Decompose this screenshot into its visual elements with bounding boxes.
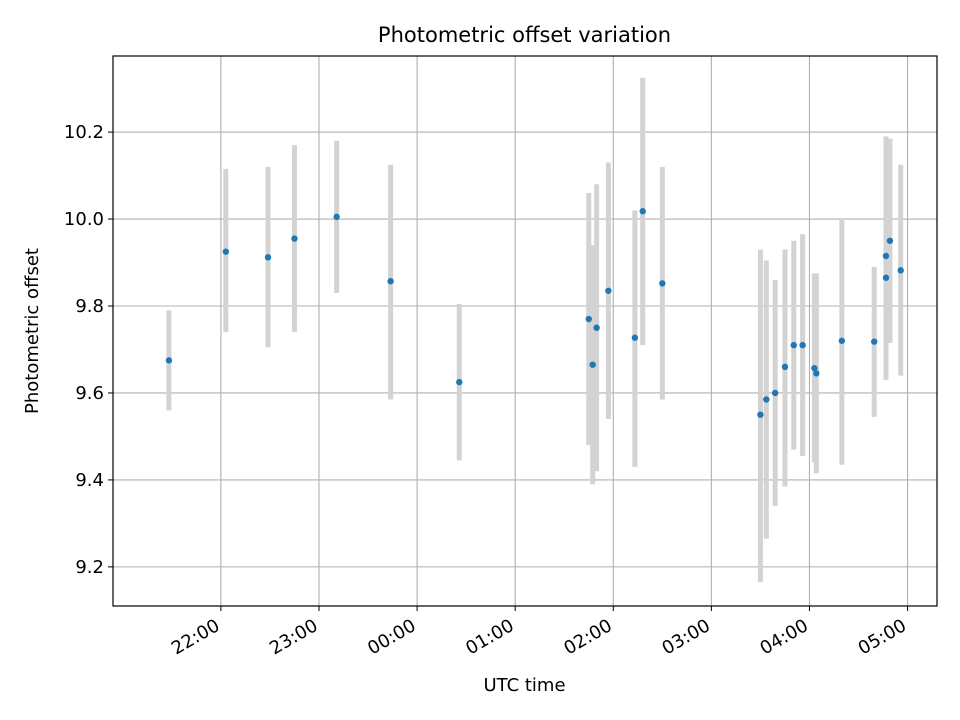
x-tick-label: 04:00 [757, 615, 812, 659]
data-point [333, 213, 340, 221]
data-point [790, 341, 797, 349]
data-point [593, 324, 600, 331]
data-point [757, 411, 764, 418]
x-tick-label: 00:00 [364, 615, 419, 659]
y-axis-ticks: 9.2 9.4 9.6 9.8 10.0 10.2 [64, 122, 113, 578]
data-point [639, 208, 646, 215]
data-point [222, 248, 230, 255]
data-point [799, 341, 806, 349]
y-tick-label: 9.4 [75, 470, 104, 491]
data-point [813, 370, 820, 377]
data-point [882, 274, 890, 281]
chart-title: Photometric offset variation [378, 23, 671, 47]
y-tick-label: 10.2 [64, 122, 104, 143]
data-point [763, 396, 770, 403]
data-point [264, 254, 272, 261]
x-tick-label: 01:00 [462, 615, 517, 659]
x-tick-label: 02:00 [560, 615, 615, 659]
data-point [771, 389, 779, 397]
y-tick-label: 9.8 [75, 296, 104, 317]
x-tick-label: 22:00 [168, 615, 223, 659]
data-point [871, 338, 878, 345]
x-axis-label: UTC time [483, 675, 565, 696]
data-point [589, 361, 596, 368]
data-point [838, 337, 846, 344]
data-point [886, 237, 894, 244]
data-point [387, 278, 394, 285]
data-point [291, 235, 298, 242]
data-point [456, 378, 463, 386]
y-tick-label: 10.0 [64, 209, 104, 230]
x-tick-label: 23:00 [266, 615, 321, 659]
y-tick-label: 9.6 [75, 383, 104, 404]
data-point [659, 280, 666, 287]
data-point [897, 267, 904, 274]
data-points [165, 208, 904, 418]
error-bars [166, 77, 904, 583]
plot-frame [112, 55, 938, 607]
data-point [631, 334, 639, 341]
data-point [882, 252, 890, 260]
x-tick-label: 03:00 [658, 615, 713, 659]
y-axis-label: Photometric offset [22, 248, 43, 414]
data-point [585, 315, 592, 323]
y-tick-label: 9.2 [75, 557, 104, 578]
x-axis-ticks: 22:00 23:00 00:00 01:00 02:00 03:00 04:00 05:00 [168, 606, 910, 659]
data-point [605, 287, 612, 294]
x-tick-label: 05:00 [855, 615, 910, 659]
data-point [811, 364, 818, 372]
data-point [781, 363, 789, 371]
grid [113, 56, 937, 606]
data-point [165, 357, 173, 364]
